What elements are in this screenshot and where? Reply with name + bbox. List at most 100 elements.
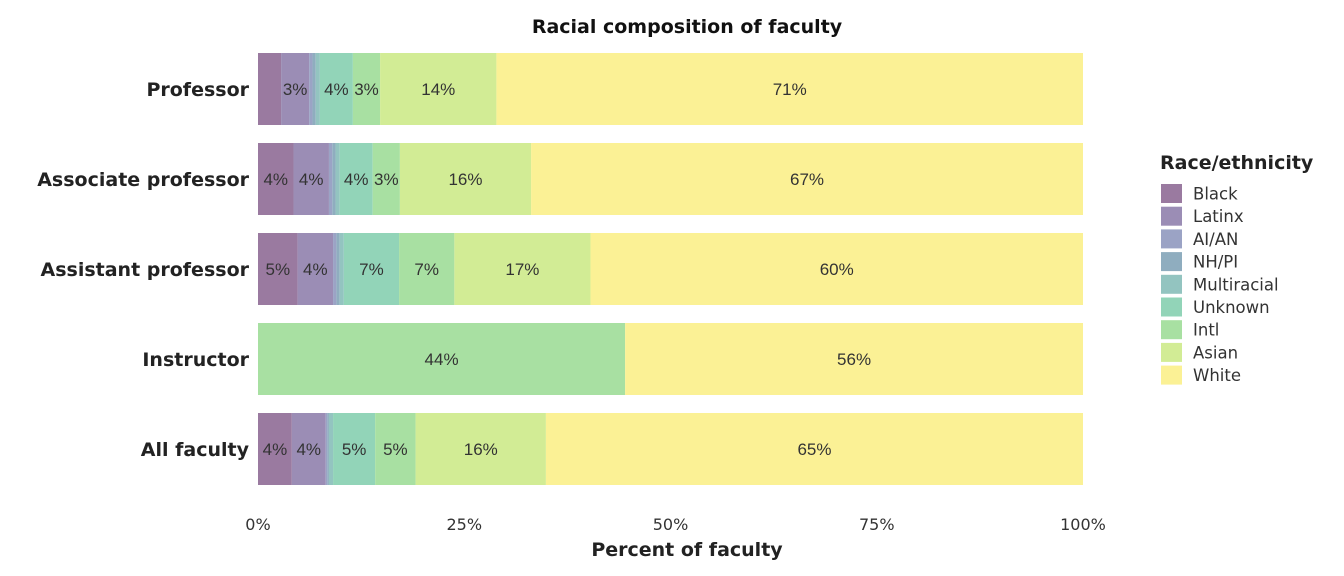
category-label-professor: Professor [146, 79, 249, 101]
bar-segment-all-faculty-ai-an [325, 413, 328, 485]
bar-segment-all-faculty-nh-pi [327, 413, 329, 485]
data-label-associate-professor-white: 67% [790, 170, 824, 189]
x-tick-label-75: 75% [859, 515, 895, 534]
bar-segment-all-faculty-latinx [291, 413, 326, 485]
bar-segment-associate-professor-latinx [293, 143, 329, 215]
bar-segment-associate-professor-unknown [339, 143, 373, 215]
data-label-associate-professor-intl: 3% [374, 170, 399, 189]
bar-segment-professor-latinx [281, 53, 310, 125]
x-tick-label-100: 100% [1060, 515, 1106, 534]
bar-segment-professor-black [258, 53, 282, 125]
legend-swatch-nh-pi [1161, 252, 1182, 272]
legend-label-nh-pi: NH/PI [1193, 253, 1238, 272]
data-label-professor-white: 71% [773, 80, 807, 99]
bar-segment-professor-nh-pi [312, 53, 316, 125]
bar-segment-all-faculty-white [545, 413, 1083, 485]
data-label-associate-professor-latinx: 4% [299, 170, 324, 189]
bar-segment-associate-professor-multiracial [335, 143, 340, 215]
bar-segment-all-faculty-unknown [333, 413, 376, 485]
data-label-assistant-professor-asian: 17% [505, 260, 539, 279]
legend-label-black: Black [1193, 185, 1238, 204]
bar-segment-associate-professor-black [258, 143, 294, 215]
data-label-professor-asian: 14% [421, 80, 455, 99]
x-axis-label: Percent of faculty [591, 539, 783, 561]
data-label-assistant-professor-white: 60% [820, 260, 854, 279]
category-label-instructor: Instructor [142, 349, 249, 371]
data-label-associate-professor-unknown: 4% [344, 170, 369, 189]
data-label-all-faculty-asian: 16% [464, 440, 498, 459]
data-label-all-faculty-unknown: 5% [342, 440, 367, 459]
bar-segment-associate-professor-white [531, 143, 1083, 215]
data-label-assistant-professor-unknown: 7% [359, 260, 384, 279]
bar-segment-professor-multiracial [315, 53, 320, 125]
data-label-instructor-intl: 44% [425, 350, 459, 369]
bar-segment-all-faculty-multiracial [328, 413, 334, 485]
legend-label-ai-an: AI/AN [1193, 230, 1238, 249]
bar-segment-instructor-intl [258, 323, 626, 395]
bar-segment-all-faculty-black [258, 413, 292, 485]
legend-label-multiracial: Multiracial [1193, 275, 1279, 294]
data-label-all-faculty-intl: 5% [383, 440, 408, 459]
data-label-professor-unknown: 4% [324, 80, 349, 99]
bar-segment-professor-white [496, 53, 1083, 125]
bar-segment-assistant-professor-unknown [343, 233, 400, 305]
data-label-professor-intl: 3% [354, 80, 379, 99]
legend-swatch-ai-an [1161, 229, 1182, 249]
bar-segment-associate-professor-intl [372, 143, 400, 215]
category-axis: Professor Associate professor Assistant pr… [37, 79, 249, 461]
bar-segment-associate-professor-nh-pi [332, 143, 336, 215]
data-labels-layer: 3% 4% 3% 14% 71% 4% 4% 4% 3% 16% 67% 5% 4% 7% 7% 17% 60%… [263, 80, 871, 459]
data-label-assistant-professor-intl: 7% [414, 260, 439, 279]
legend: Race/ethnicity Black Latinx AI/AN NH/PI Mult… [1160, 152, 1314, 385]
bar-segment-professor-ai-an [309, 53, 313, 125]
data-label-all-faculty-black: 4% [263, 440, 288, 459]
legend-label-asian: Asian [1193, 343, 1238, 362]
legend-label-white: White [1193, 366, 1241, 385]
data-label-professor-latinx: 3% [283, 80, 308, 99]
data-label-all-faculty-white: 65% [797, 440, 831, 459]
data-label-instructor-white: 56% [837, 350, 871, 369]
category-label-assistant-professor: Assistant professor [41, 259, 250, 281]
bar-segment-instructor-white [625, 323, 1084, 395]
x-axis-ticks: 0% 25% 50% 75% 100% [245, 515, 1106, 534]
x-tick-label-50: 50% [653, 515, 689, 534]
bar-segment-assistant-professor-intl [399, 233, 455, 305]
legend-swatch-white [1161, 365, 1182, 385]
data-label-associate-professor-black: 4% [263, 170, 288, 189]
legend-swatch-unknown [1161, 297, 1182, 317]
legend-swatch-intl [1161, 320, 1182, 340]
bar-segment-associate-professor-asian [399, 143, 532, 215]
bar-segment-assistant-professor-black [258, 233, 298, 305]
chart-title: Racial composition of faculty [532, 16, 843, 38]
bar-segment-assistant-professor-asian [454, 233, 591, 305]
legend-swatch-asian [1161, 342, 1182, 362]
bar-segment-assistant-professor-nh-pi [336, 233, 340, 305]
bar-segment-professor-intl [352, 53, 381, 125]
bar-segment-all-faculty-asian [415, 413, 546, 485]
data-label-assistant-professor-latinx: 4% [303, 260, 328, 279]
x-tick-label-0: 0% [245, 515, 270, 534]
category-label-all-faculty: All faculty [141, 439, 250, 461]
legend-swatch-latinx [1161, 206, 1182, 226]
x-tick-label-25: 25% [446, 515, 482, 534]
bar-segment-assistant-professor-white [590, 233, 1083, 305]
bar-segment-professor-unknown [319, 53, 353, 125]
data-label-all-faculty-latinx: 4% [296, 440, 321, 459]
category-label-associate-professor: Associate professor [37, 169, 249, 191]
legend-label-latinx: Latinx [1193, 207, 1244, 226]
legend-title: Race/ethnicity [1160, 152, 1314, 174]
legend-label-intl: Intl [1193, 321, 1219, 340]
bars-layer [258, 53, 1084, 485]
bar-segment-associate-professor-ai-an [328, 143, 333, 215]
bar-segment-assistant-professor-multiracial [339, 233, 344, 305]
bar-segment-all-faculty-intl [375, 413, 416, 485]
bar-segment-assistant-professor-latinx [297, 233, 334, 305]
bar-segment-assistant-professor-ai-an [333, 233, 337, 305]
legend-swatch-multiracial [1161, 274, 1182, 294]
legend-label-unknown: Unknown [1193, 298, 1270, 317]
data-label-assistant-professor-black: 5% [266, 260, 291, 279]
legend-swatch-black [1161, 184, 1182, 203]
bar-segment-professor-asian [380, 53, 497, 125]
data-label-associate-professor-asian: 16% [448, 170, 482, 189]
